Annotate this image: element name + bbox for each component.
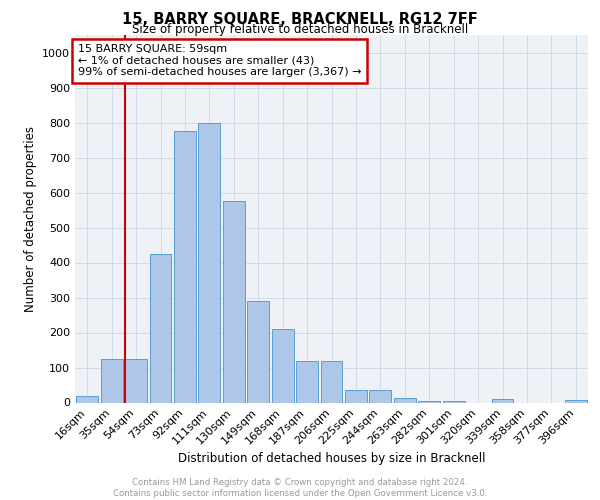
Bar — [443, 401, 464, 402]
X-axis label: Distribution of detached houses by size in Bracknell: Distribution of detached houses by size … — [178, 452, 485, 465]
Text: Size of property relative to detached houses in Bracknell: Size of property relative to detached ho… — [132, 22, 468, 36]
Bar — [199, 122, 220, 402]
Bar — [125, 359, 147, 403]
Bar — [101, 359, 122, 403]
Bar — [320, 360, 343, 403]
Y-axis label: Number of detached properties: Number of detached properties — [23, 126, 37, 312]
Bar — [345, 390, 367, 402]
Bar — [394, 398, 416, 402]
Bar — [418, 401, 440, 402]
Bar — [76, 396, 98, 402]
Bar — [565, 400, 587, 402]
Text: 15 BARRY SQUARE: 59sqm
← 1% of detached houses are smaller (43)
99% of semi-deta: 15 BARRY SQUARE: 59sqm ← 1% of detached … — [77, 44, 361, 78]
Bar — [174, 132, 196, 402]
Text: Contains HM Land Registry data © Crown copyright and database right 2024.
Contai: Contains HM Land Registry data © Crown c… — [113, 478, 487, 498]
Bar — [296, 360, 318, 403]
Bar — [370, 390, 391, 402]
Text: 15, BARRY SQUARE, BRACKNELL, RG12 7FF: 15, BARRY SQUARE, BRACKNELL, RG12 7FF — [122, 12, 478, 28]
Bar — [272, 329, 293, 402]
Bar — [247, 301, 269, 402]
Bar — [223, 202, 245, 402]
Bar — [149, 254, 172, 402]
Bar — [491, 399, 514, 402]
